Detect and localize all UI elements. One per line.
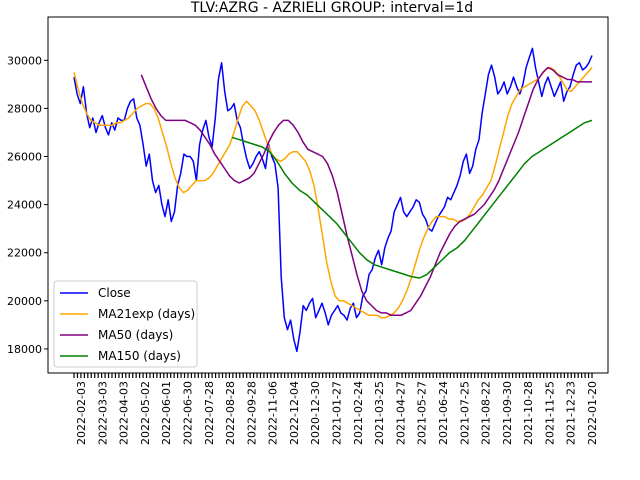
y-tick-label: 26000	[7, 151, 42, 164]
x-tick-label: 2021-11-25	[543, 381, 556, 445]
x-tick-label: 2021-09-30	[501, 381, 514, 445]
y-tick-label: 22000	[7, 247, 42, 260]
series-line-1	[73, 66, 593, 319]
x-tick-label: 2021-03-25	[373, 381, 386, 445]
y-axis: 18000 20000 22000 24000 26000 28000 30000	[7, 54, 48, 356]
legend-label: MA50 (days)	[98, 328, 173, 342]
y-tick-label: 24000	[7, 199, 42, 212]
x-tick-label: 2021-01-27	[331, 381, 344, 445]
y-tick-label: 30000	[7, 54, 42, 67]
legend-label: MA150 (days)	[98, 349, 181, 363]
x-tick-label: 2022-05-02	[139, 381, 152, 445]
x-tick-label: 2021-08-22	[480, 381, 493, 445]
series-line-2	[140, 66, 592, 317]
x-tick-label: 2022-09-28	[245, 381, 258, 445]
y-tick-label: 20000	[7, 295, 42, 308]
x-tick-label: 2021-06-24	[437, 381, 450, 445]
x-tick-label: 2022-07-28	[203, 381, 216, 445]
y-tick-label: 18000	[7, 343, 42, 356]
x-tick-label: 2021-12-23	[565, 381, 578, 445]
legend-box	[53, 280, 198, 368]
x-tick-label: 2021-02-24	[352, 381, 365, 445]
legend-label: Close	[98, 286, 131, 300]
x-tick-label: 2021-07-25	[458, 381, 471, 445]
x-tick-label: 2021-05-27	[416, 381, 429, 445]
x-tick-label: 2022-08-28	[224, 381, 237, 445]
legend-label: MA21exp (days)	[98, 307, 195, 321]
plot-frame	[47, 16, 609, 374]
x-tick-label: 2021-10-28	[522, 381, 535, 445]
chart-title: TLV:AZRG - AZRIELI GROUP: interval=1d	[190, 0, 473, 16]
series-line-0	[73, 47, 593, 353]
x-tick-label: 2022-11-06	[267, 381, 280, 445]
x-tick-label: 2022-02-03	[75, 381, 88, 445]
x-tick-label: 2022-12-04	[288, 381, 301, 445]
y-tick-label: 28000	[7, 102, 42, 115]
x-tick-label: 2022-01-20	[586, 381, 599, 445]
x-axis: 2022-02-03 2022-03-03 2022-04-03 2022-05-02…	[73, 373, 599, 445]
x-tick-label: 2022-04-03	[118, 381, 131, 445]
x-tick-label: 2022-06-01	[160, 381, 173, 445]
x-tick-label: 2022-03-03	[96, 381, 109, 445]
x-tick-label: 2021-04-27	[394, 381, 407, 445]
legend: Close MA21exp (days) MA50 (days) MA150 (day…	[53, 280, 198, 368]
series-layer	[73, 47, 593, 353]
series-line-3	[231, 119, 593, 279]
x-tick-label: 2022-06-30	[182, 381, 195, 445]
x-tick-label: 2020-12-30	[309, 381, 322, 445]
